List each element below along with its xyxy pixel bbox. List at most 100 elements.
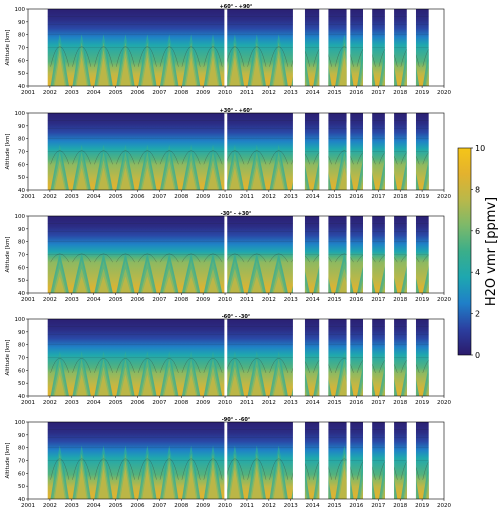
- x-tick-label: 2017: [371, 400, 385, 406]
- contour-line: [422, 46, 429, 67]
- seasonal-plume: [295, 167, 306, 190]
- seasonal-plume: [164, 468, 175, 499]
- y-tick-label: 70: [18, 459, 25, 465]
- contour-line: [422, 253, 429, 263]
- panel-title: +30° - +60°: [220, 108, 253, 114]
- y-tick-label: 100: [15, 214, 26, 220]
- x-tick-label: 2011: [240, 297, 254, 303]
- contour-line: [269, 46, 289, 67]
- seasonal-plume: [142, 276, 153, 293]
- y-tick-label: 80: [18, 137, 25, 143]
- x-tick-label: 2006: [130, 90, 144, 96]
- seasonal-plume: [142, 57, 153, 86]
- contour-line: [422, 150, 429, 165]
- x-tick-label: 2011: [240, 90, 254, 96]
- seasonal-plume: [54, 167, 65, 190]
- contour-line: [181, 46, 201, 67]
- x-tick-label: 2003: [65, 297, 79, 303]
- contour-line: [334, 150, 354, 165]
- seasonal-plume: [186, 57, 197, 86]
- seasonal-plume: [98, 374, 109, 396]
- seasonal-plume: [120, 57, 131, 86]
- x-tick-label: 2006: [130, 194, 144, 200]
- seasonal-plume: [295, 57, 306, 86]
- seasonal-plume: [76, 57, 87, 86]
- x-tick-label: 2012: [262, 194, 276, 200]
- x-tick-label: 2005: [109, 400, 123, 406]
- colorbar-label: H2O vmr [ppmv]: [484, 197, 499, 306]
- x-tick-label: 2005: [109, 297, 123, 303]
- seasonal-plume: [229, 167, 240, 190]
- x-tick-label: 2019: [415, 90, 429, 96]
- x-tick-label: 2018: [393, 90, 407, 96]
- x-tick-label: 2012: [262, 400, 276, 406]
- x-tick-label: 2001: [21, 503, 35, 509]
- contour-line: [225, 150, 245, 165]
- colorbar-tick-label: 4: [475, 268, 480, 277]
- x-tick-label: 2015: [328, 503, 342, 509]
- contour-line: [225, 458, 245, 480]
- y-tick-label: 40: [18, 291, 25, 297]
- contour-line: [203, 46, 223, 67]
- x-tick-label: 2008: [174, 503, 188, 509]
- contour-line: [181, 253, 201, 263]
- y-tick-label: 40: [18, 497, 25, 503]
- x-tick-label: 2019: [415, 194, 429, 200]
- panel-2: +30° - +60° 40 50 60 70 80 90 100 Altitude [km] 2…: [5, 108, 451, 200]
- y-tick-label: 50: [18, 484, 25, 490]
- water-vapour-field: [47, 113, 429, 190]
- contour-line: [269, 358, 289, 373]
- y-axis-label: Altitude [km]: [5, 236, 11, 272]
- contour-line: [225, 46, 245, 67]
- contour-line: [116, 358, 135, 373]
- panel-title: -90° - -60°: [222, 417, 251, 423]
- y-tick-label: 100: [15, 317, 26, 323]
- seasonal-plume: [98, 167, 109, 190]
- y-tick-label: 50: [18, 175, 25, 181]
- data-gap: [346, 121, 350, 129]
- x-tick-label: 2017: [371, 297, 385, 303]
- contour-line: [50, 458, 70, 480]
- x-tick-label: 2018: [393, 400, 407, 406]
- seasonal-plume: [164, 276, 175, 293]
- x-tick-label: 2009: [196, 400, 210, 406]
- x-tick-label: 2018: [393, 503, 407, 509]
- seasonal-plume: [273, 57, 284, 86]
- contour-line: [159, 253, 179, 263]
- seasonal-plume: [186, 167, 197, 190]
- seasonal-plume: [142, 374, 153, 396]
- contour-line: [247, 358, 267, 373]
- y-tick-label: 80: [18, 446, 25, 452]
- y-tick-label: 90: [18, 330, 25, 336]
- x-tick-label: 2004: [87, 194, 101, 200]
- y-tick-label: 100: [15, 420, 26, 426]
- contour-line: [422, 458, 429, 480]
- colorbar-bar: [457, 147, 472, 356]
- x-tick-label: 2004: [87, 297, 101, 303]
- x-tick-label: 2008: [174, 194, 188, 200]
- contour-line: [137, 46, 157, 67]
- seasonal-plume: [207, 374, 219, 396]
- contour-line: [50, 358, 70, 373]
- contour-line: [334, 458, 354, 480]
- x-tick-label: 2013: [284, 194, 298, 200]
- y-tick-label: 80: [18, 240, 25, 246]
- x-tick-label: 2014: [306, 194, 320, 200]
- x-tick-label: 2008: [174, 400, 188, 406]
- panel-title: -30° - +30°: [221, 211, 252, 217]
- x-tick-label: 2015: [328, 90, 342, 96]
- x-tick-label: 2012: [262, 503, 276, 509]
- contour-line: [72, 46, 92, 67]
- x-tick-label: 2002: [43, 400, 57, 406]
- contour-line: [50, 46, 70, 67]
- contour-line: [203, 150, 223, 165]
- data-gap: [346, 230, 350, 242]
- y-tick-label: 80: [18, 343, 25, 349]
- x-tick-label: 2014: [306, 400, 320, 406]
- seasonal-plume: [186, 276, 197, 293]
- seasonal-plume: [54, 57, 65, 86]
- seasonal-plume: [207, 57, 219, 86]
- x-tick-label: 2002: [43, 194, 57, 200]
- y-tick-label: 40: [18, 188, 25, 194]
- x-tick-label: 2016: [349, 90, 363, 96]
